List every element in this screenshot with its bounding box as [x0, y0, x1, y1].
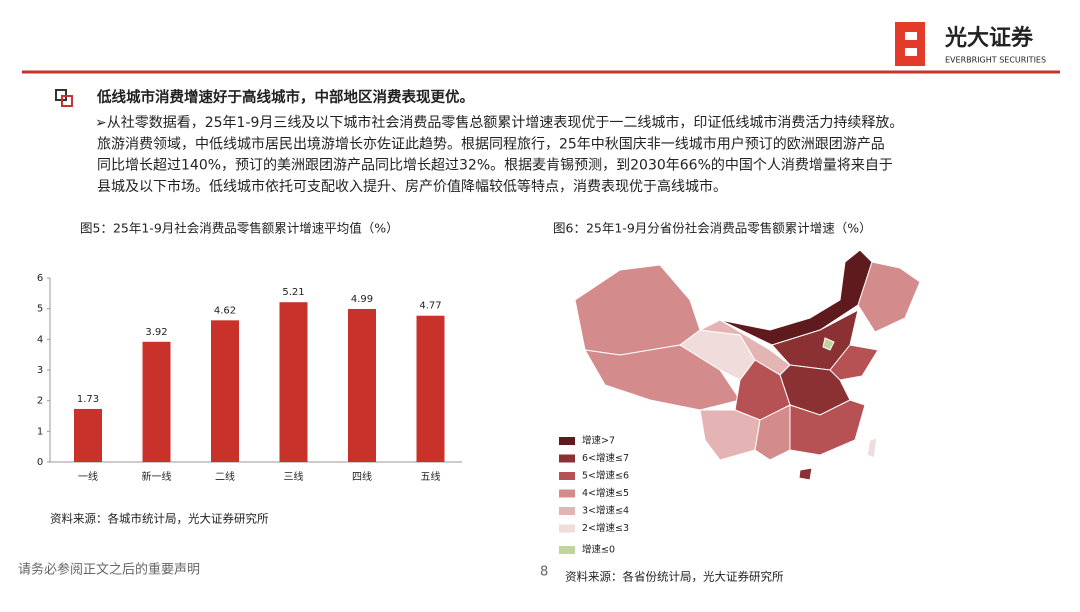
heading-icon: [55, 89, 73, 107]
province: [699, 409, 761, 461]
bar: [74, 408, 102, 462]
legend-swatch: [559, 524, 575, 533]
y-tick-label: 6: [37, 273, 43, 284]
paragraph-line: 县城及以下市场。低线城市依托可支配收入提升、房产价值降幅较低等特点，消费表现优于…: [97, 178, 727, 195]
province: [829, 344, 879, 381]
legend-swatch: [559, 489, 575, 498]
section-heading: 低线城市消费增速好于高线城市，中部地区消费表现更优。: [96, 88, 474, 106]
province: [789, 399, 866, 456]
paragraph: ➢从社零数据看，25年1-9月三线及以下城市社会消费品零售总额累计增速表现优于一…: [95, 114, 903, 195]
legend-label: 2<增速≤3: [582, 522, 629, 534]
legend-swatch: [559, 437, 575, 445]
map-legend: 增速>7 6<增速≤7 5<增速≤6 4<增速≤5 3<增速≤4 2<增速≤3 增速≤0: [559, 435, 629, 556]
legend-label: 4<增速≤5: [582, 487, 629, 499]
map-source: 资料来源：各省份统计局，光大证券研究所: [565, 570, 784, 584]
logo-en: EVERBRIGHT SECURITIES: [945, 56, 1046, 65]
y-tick-label: 4: [37, 334, 43, 345]
y-tick-label: 2: [37, 396, 43, 407]
bar: [211, 320, 239, 462]
x-tick-label: 二线: [215, 470, 235, 483]
chart-source: 资料来源：各城市统计局，光大证券研究所: [50, 512, 269, 526]
legend-swatch: [559, 472, 575, 480]
value-label: 4.77: [419, 301, 441, 312]
x-tick-label: 五线: [421, 470, 441, 483]
y-tick-label: 1: [37, 426, 43, 437]
legend-label: 3<增速≤4: [582, 505, 629, 517]
x-tick-label: 新一线: [142, 470, 172, 483]
province: [857, 261, 921, 333]
legend-label: 增速≤0: [582, 544, 615, 556]
paragraph-line: ➢从社零数据看，25年1-9月三线及以下城市社会消费品零售总额累计增速表现优于一…: [95, 114, 903, 131]
value-label: 1.73: [77, 394, 99, 405]
page-number: 8: [540, 565, 548, 580]
x-tick-label: 三线: [284, 470, 304, 483]
legend-label: 6<增速≤7: [582, 452, 629, 464]
legend-swatch: [559, 454, 575, 463]
province: [754, 404, 791, 461]
bar: [348, 308, 376, 462]
logo-cn: 光大证券: [944, 25, 1034, 51]
logo-mark: [895, 22, 925, 66]
y-tick-label: 3: [37, 365, 43, 376]
province: [822, 337, 835, 351]
paragraph-line: 同比增长超过140%，预订的美洲跟团游产品同比增长超过32%。根据麦肯锡预测，到…: [97, 158, 893, 174]
y-tick-label: 5: [37, 304, 43, 315]
bar: [142, 341, 171, 462]
legend-label: 5<增速≤6: [582, 470, 629, 482]
legend-label: 增速>7: [582, 435, 615, 447]
china-map: [574, 249, 921, 481]
bar: [416, 315, 445, 462]
province: [866, 437, 878, 459]
paragraph-line: 旅游消费领域，中低线城市居民出境游增长亦佐证此趋势。根据同程旅行，25年中秋国庆…: [97, 135, 885, 152]
y-tick-label: 0: [37, 457, 43, 468]
value-label: 5.21: [282, 287, 304, 298]
value-label: 3.92: [145, 327, 167, 338]
legend-swatch: [559, 546, 575, 554]
disclaimer: 请务必参阅正文之后的重要声明: [18, 562, 200, 578]
bar-chart: 0 1 2 3 4 5 6 一线 1.73 新一线 3.92 二线 4.62 三线 5.21 四线 4.99 五线…: [37, 273, 445, 483]
x-tick-label: 一线: [78, 470, 98, 483]
x-tick-label: 四线: [352, 470, 372, 483]
value-label: 4.62: [214, 305, 236, 316]
value-label: 4.99: [351, 294, 373, 305]
province: [798, 467, 813, 481]
province: [574, 264, 701, 356]
bar: [279, 302, 308, 462]
map-title: 图6：25年1-9月分省份社会消费品零售额累计增速（%）: [553, 221, 872, 236]
legend-swatch: [559, 507, 575, 515]
chart-title: 图5：25年1-9月社会消费品零售额累计增速平均值（%）: [80, 221, 399, 236]
